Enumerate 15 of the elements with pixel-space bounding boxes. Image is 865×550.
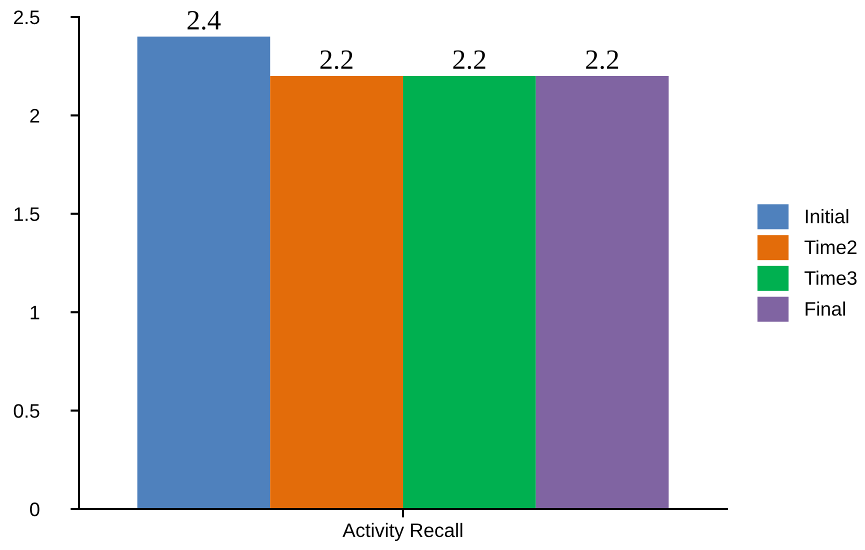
x-tick-label: Activity Recall [342,522,462,542]
legend-label: Final [806,302,845,316]
data-label: 2.2 [586,50,618,70]
data-label: 2.2 [453,50,486,70]
y-tick-label: 1 [30,306,40,320]
legend-label: Time3 [804,270,857,285]
y-tick-label: 2.5 [14,10,40,24]
legend-label: Time2 [804,240,856,254]
y-tick-label: 1.5 [14,207,40,222]
data-label: 2.2 [320,50,352,70]
y-tick-label: 0.5 [14,404,40,418]
data-label: 2.4 [188,10,221,30]
y-tick-label: 0 [30,502,40,516]
y-tick-label: 2 [30,108,40,122]
legend-label: Initial [806,209,848,224]
